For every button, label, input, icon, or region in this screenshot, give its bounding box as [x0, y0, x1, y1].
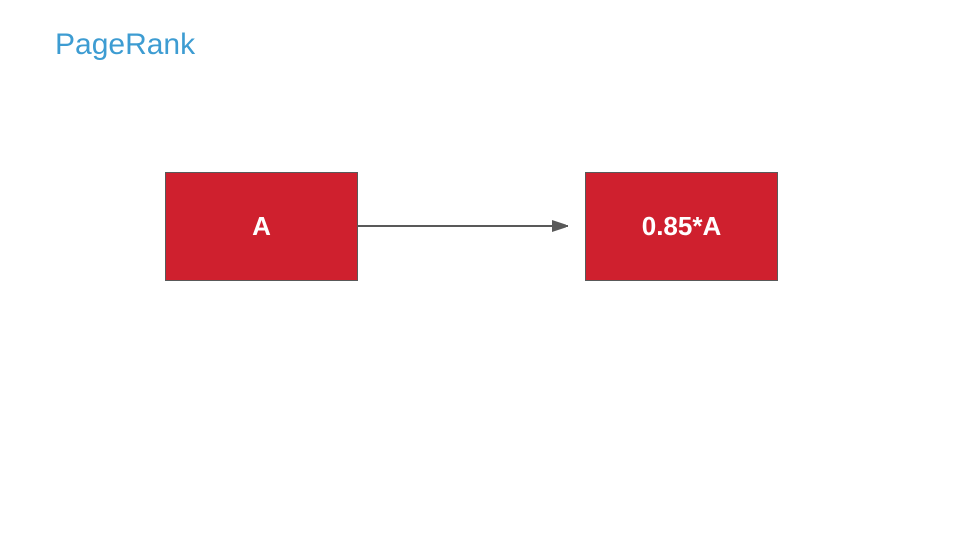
edge-a-to-b: [358, 212, 582, 240]
node-b-label: 0.85*A: [642, 211, 722, 242]
node-a: A: [165, 172, 358, 281]
node-b: 0.85*A: [585, 172, 778, 281]
page-title: PageRank: [55, 28, 195, 62]
node-a-label: A: [252, 211, 271, 242]
